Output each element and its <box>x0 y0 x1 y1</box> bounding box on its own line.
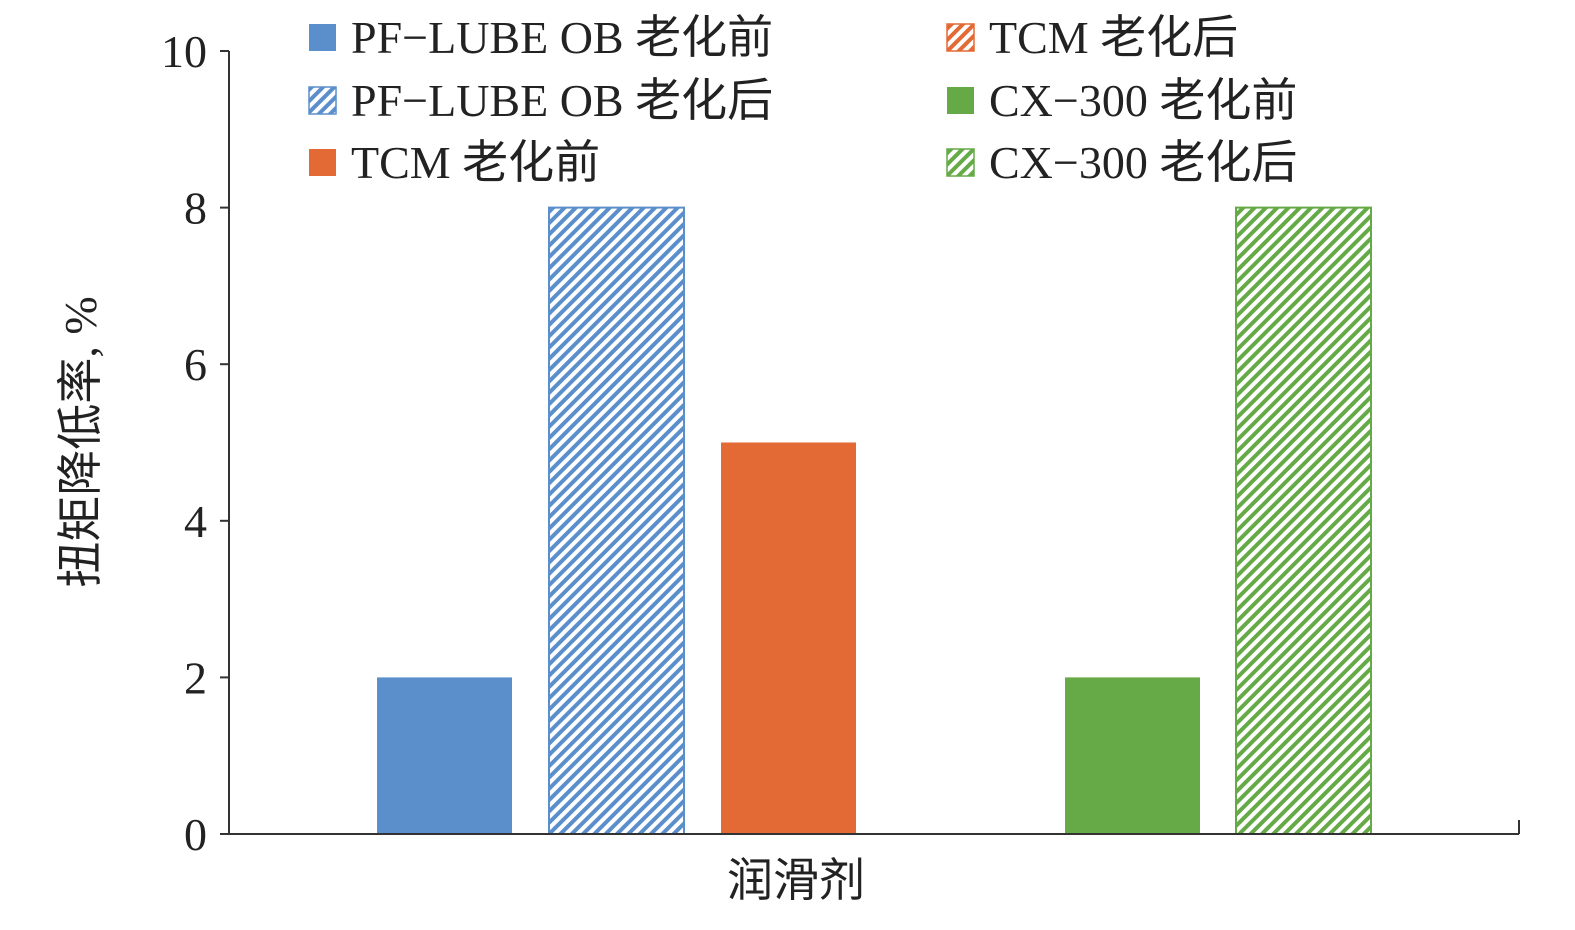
legend-swatch <box>309 149 336 176</box>
legend-swatch <box>308 86 337 115</box>
legend-item: TCM 老化后 <box>946 12 1238 63</box>
y-tick-label: 10 <box>161 26 207 77</box>
bar <box>548 206 685 836</box>
legend-label: TCM 老化后 <box>989 12 1238 63</box>
legend-label: CX−300 老化前 <box>989 75 1297 126</box>
bar <box>1235 206 1372 836</box>
legend-item: TCM 老化前 <box>309 137 600 188</box>
legend-label: PF−LUBE OB 老化前 <box>351 12 773 63</box>
x-axis-title: 润滑剂 <box>727 855 865 906</box>
legend-item: CX−300 老化前 <box>947 75 1297 126</box>
legend-swatch <box>946 148 975 177</box>
bar <box>721 442 856 834</box>
legend-item: PF−LUBE OB 老化前 <box>309 12 773 63</box>
legend-item: PF−LUBE OB 老化后 <box>308 75 773 126</box>
y-tick-label: 6 <box>184 339 207 390</box>
legend-swatch <box>946 23 975 52</box>
legend-label: CX−300 老化后 <box>989 137 1297 188</box>
y-tick-label: 4 <box>184 496 207 547</box>
legend-swatch <box>947 87 974 114</box>
y-tick-label: 8 <box>184 183 207 234</box>
y-tick-label: 2 <box>184 652 207 703</box>
bar <box>1065 677 1200 834</box>
bar <box>377 677 512 834</box>
legend-swatch <box>309 24 336 51</box>
bars-layer <box>377 206 1372 836</box>
y-ticks-layer: 0 2 4 6 8 10 <box>161 26 229 860</box>
legend: PF−LUBE OB 老化前 PF−LUBE OB 老化后 TCM 老化前 TCM 老… <box>308 12 1297 188</box>
legend-label: PF−LUBE OB 老化后 <box>351 75 773 126</box>
y-axis-title: 扭矩降低率, % <box>55 296 106 587</box>
y-tick-label: 0 <box>184 809 207 860</box>
legend-item: CX−300 老化后 <box>946 137 1297 188</box>
legend-label: TCM 老化前 <box>351 137 600 188</box>
